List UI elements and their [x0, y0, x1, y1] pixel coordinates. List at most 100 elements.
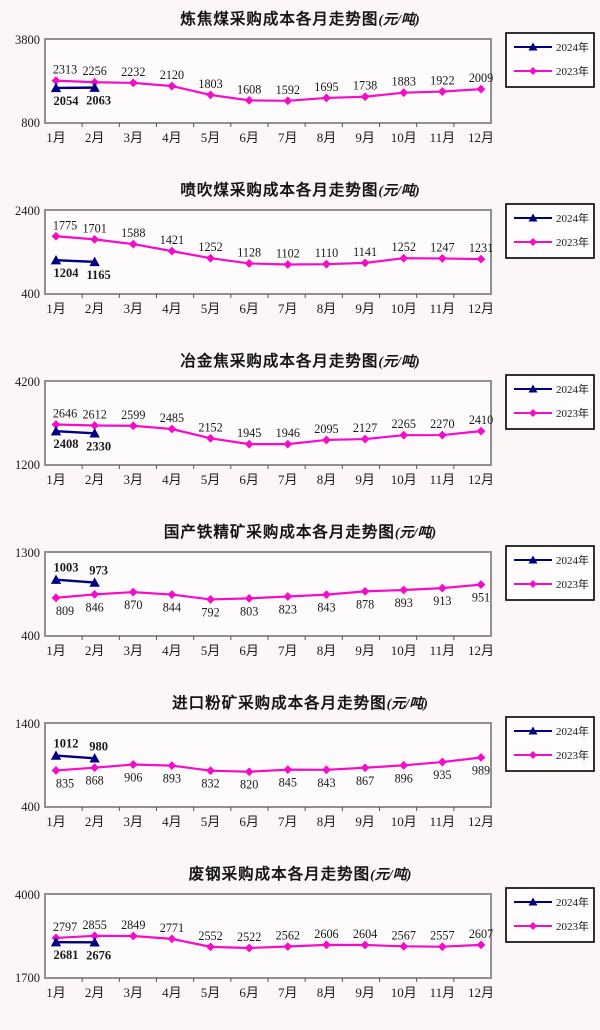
- legend-marker-2023-diamond: [529, 238, 537, 246]
- x-axis-label: 12月: [468, 472, 494, 487]
- data-label-2023: 844: [163, 601, 181, 615]
- plot-area: [44, 209, 492, 295]
- marker-2023-diamond: [206, 90, 215, 100]
- x-axis-label: 12月: [468, 130, 494, 145]
- marker-2023-diamond: [90, 589, 100, 599]
- legend-marker-2023-diamond: [529, 67, 537, 75]
- x-axis-label: 7月: [278, 472, 298, 487]
- x-axis-label: 11月: [430, 814, 456, 829]
- y-axis-max-label: 1400: [15, 717, 40, 731]
- x-axis-label: 9月: [355, 814, 375, 829]
- data-label-2023: 870: [124, 598, 142, 612]
- x-axis-label: 1月: [46, 643, 66, 658]
- data-label-2024: 2408: [54, 437, 79, 451]
- y-axis-min-label: 400: [21, 629, 40, 643]
- series-line-2024: [55, 429, 95, 435]
- data-label-2023: 2557: [430, 929, 454, 943]
- legend-label: 2024年: [556, 40, 589, 54]
- data-label-2023: 2771: [160, 921, 184, 935]
- marker-2023-diamond: [51, 420, 61, 429]
- y-axis-max-label: 4000: [15, 888, 40, 902]
- data-label-2023: 1110: [315, 246, 338, 260]
- line-chart-pci-coal: 2400 400 1月 2月 3月 4月 5月 6月 7月 8月 9月 10月 11月 12月 1775 17…: [15, 203, 595, 316]
- y-axis-max-label: 4200: [15, 375, 40, 389]
- data-label-2023: 2313: [53, 63, 77, 77]
- marker-2023-diamond: [399, 585, 409, 595]
- data-label-2023: 2562: [276, 929, 300, 943]
- x-axis-label: 10月: [391, 301, 417, 316]
- marker-2023-diamond: [51, 766, 61, 775]
- data-label-2023: 2152: [198, 420, 222, 434]
- x-axis-label: 3月: [124, 985, 144, 1000]
- legend-box: [505, 374, 595, 430]
- marker-2023-diamond: [283, 942, 293, 951]
- data-label-2023: 2522: [237, 930, 261, 944]
- series-line-2023: [55, 583, 482, 601]
- x-axis-label: 4月: [162, 301, 182, 316]
- data-label-2023: 2599: [121, 408, 145, 422]
- x-axis-label: 10月: [391, 472, 417, 487]
- chart-title-text: 进口粉矿采购成本各月走势图: [172, 695, 387, 712]
- marker-2023-diamond: [476, 426, 486, 436]
- legend-marker-2023-diamond: [529, 922, 537, 930]
- data-label-2023: 1922: [430, 74, 454, 88]
- legend-box: [505, 545, 595, 601]
- data-label-2024: 1204: [54, 266, 80, 280]
- y-axis-max-label: 3800: [15, 33, 40, 47]
- chart-title-unit: (元/吨): [378, 13, 420, 28]
- data-label-2024: 1003: [54, 561, 79, 575]
- marker-2023-diamond: [244, 439, 254, 449]
- marker-2023-diamond: [128, 931, 138, 941]
- chart-title-unit: (元/吨): [394, 526, 437, 541]
- marker-2023-diamond: [244, 943, 254, 953]
- data-label-2023: 1252: [198, 240, 222, 254]
- line-chart-imported-fine-ore: 1400 400 1月 2月 3月 4月 5月 6月 7月 8月 9月 10月 11月 12月 835 868…: [15, 716, 595, 829]
- data-label-2023: 1421: [160, 233, 184, 247]
- data-label-2024: 2676: [86, 948, 111, 962]
- data-label-2023: 845: [279, 776, 297, 790]
- x-axis-label: 4月: [162, 814, 182, 829]
- data-label-2023: 2646: [53, 407, 77, 421]
- data-label-2023: 1945: [237, 426, 261, 440]
- data-label-2023: 1775: [53, 218, 77, 232]
- x-axis-label: 6月: [239, 643, 259, 658]
- y-axis-max-label: 1300: [15, 546, 40, 560]
- x-axis-label: 10月: [391, 985, 417, 1000]
- chart-block-scrap-steel: 废钢采购成本各月走势图(元/吨) 4000 1700 1月 2月 3月 4月 5月 6月 7月 8…: [0, 855, 600, 1026]
- x-axis-label: 8月: [317, 472, 337, 487]
- data-label-2023: 846: [85, 600, 103, 614]
- marker-2023-diamond: [244, 593, 254, 603]
- data-label-2023: 1231: [469, 241, 493, 255]
- chart-title: 冶金焦采购成本各月走势图(元/吨): [0, 342, 600, 371]
- x-axis-label: 2月: [85, 130, 105, 145]
- x-axis-label: 5月: [201, 130, 221, 145]
- marker-2023-diamond: [167, 424, 177, 434]
- chart-block-imported-fine-ore: 进口粉矿采购成本各月走势图(元/吨) 1400 400 1月 2月 3月 4月 5月 6月 7月…: [0, 684, 600, 855]
- data-label-2023: 1588: [121, 226, 145, 240]
- marker-2023-diamond: [90, 234, 100, 244]
- marker-2023-diamond: [437, 942, 447, 952]
- x-axis-label: 10月: [391, 130, 417, 145]
- marker-2023-diamond: [128, 239, 138, 249]
- chart-title: 废钢采购成本各月走势图(元/吨): [0, 855, 600, 884]
- data-label-2024: 1165: [86, 268, 110, 282]
- x-axis-label: 8月: [317, 301, 337, 316]
- x-axis-label: 11月: [430, 472, 456, 487]
- data-label-2023: 843: [317, 601, 335, 615]
- x-axis-label: 8月: [317, 985, 337, 1000]
- x-axis-label: 3月: [124, 301, 144, 316]
- data-label-2023: 792: [201, 605, 219, 619]
- marker-2023-diamond: [399, 253, 409, 263]
- marker-2023-diamond: [476, 84, 486, 94]
- data-label-2023: 951: [472, 591, 490, 605]
- chart-title-text: 冶金焦采购成本各月走势图: [180, 353, 379, 370]
- data-label-2023: 1701: [82, 221, 106, 235]
- chart-title-unit: (元/吨): [370, 868, 412, 883]
- marker-2023-diamond: [51, 593, 61, 603]
- marker-2024-triangle: [89, 428, 100, 438]
- chart-block-coking-coal: 炼焦煤采购成本各月走势图(元/吨) 3800 800 1月 2月 3月 4月 5月 6月 7月 8…: [0, 0, 600, 171]
- x-axis-label: 8月: [317, 643, 337, 658]
- marker-2023-diamond: [206, 766, 215, 776]
- chart-title-text: 国产铁精矿采购成本各月走势图: [163, 524, 395, 541]
- series-line-2023: [55, 934, 482, 950]
